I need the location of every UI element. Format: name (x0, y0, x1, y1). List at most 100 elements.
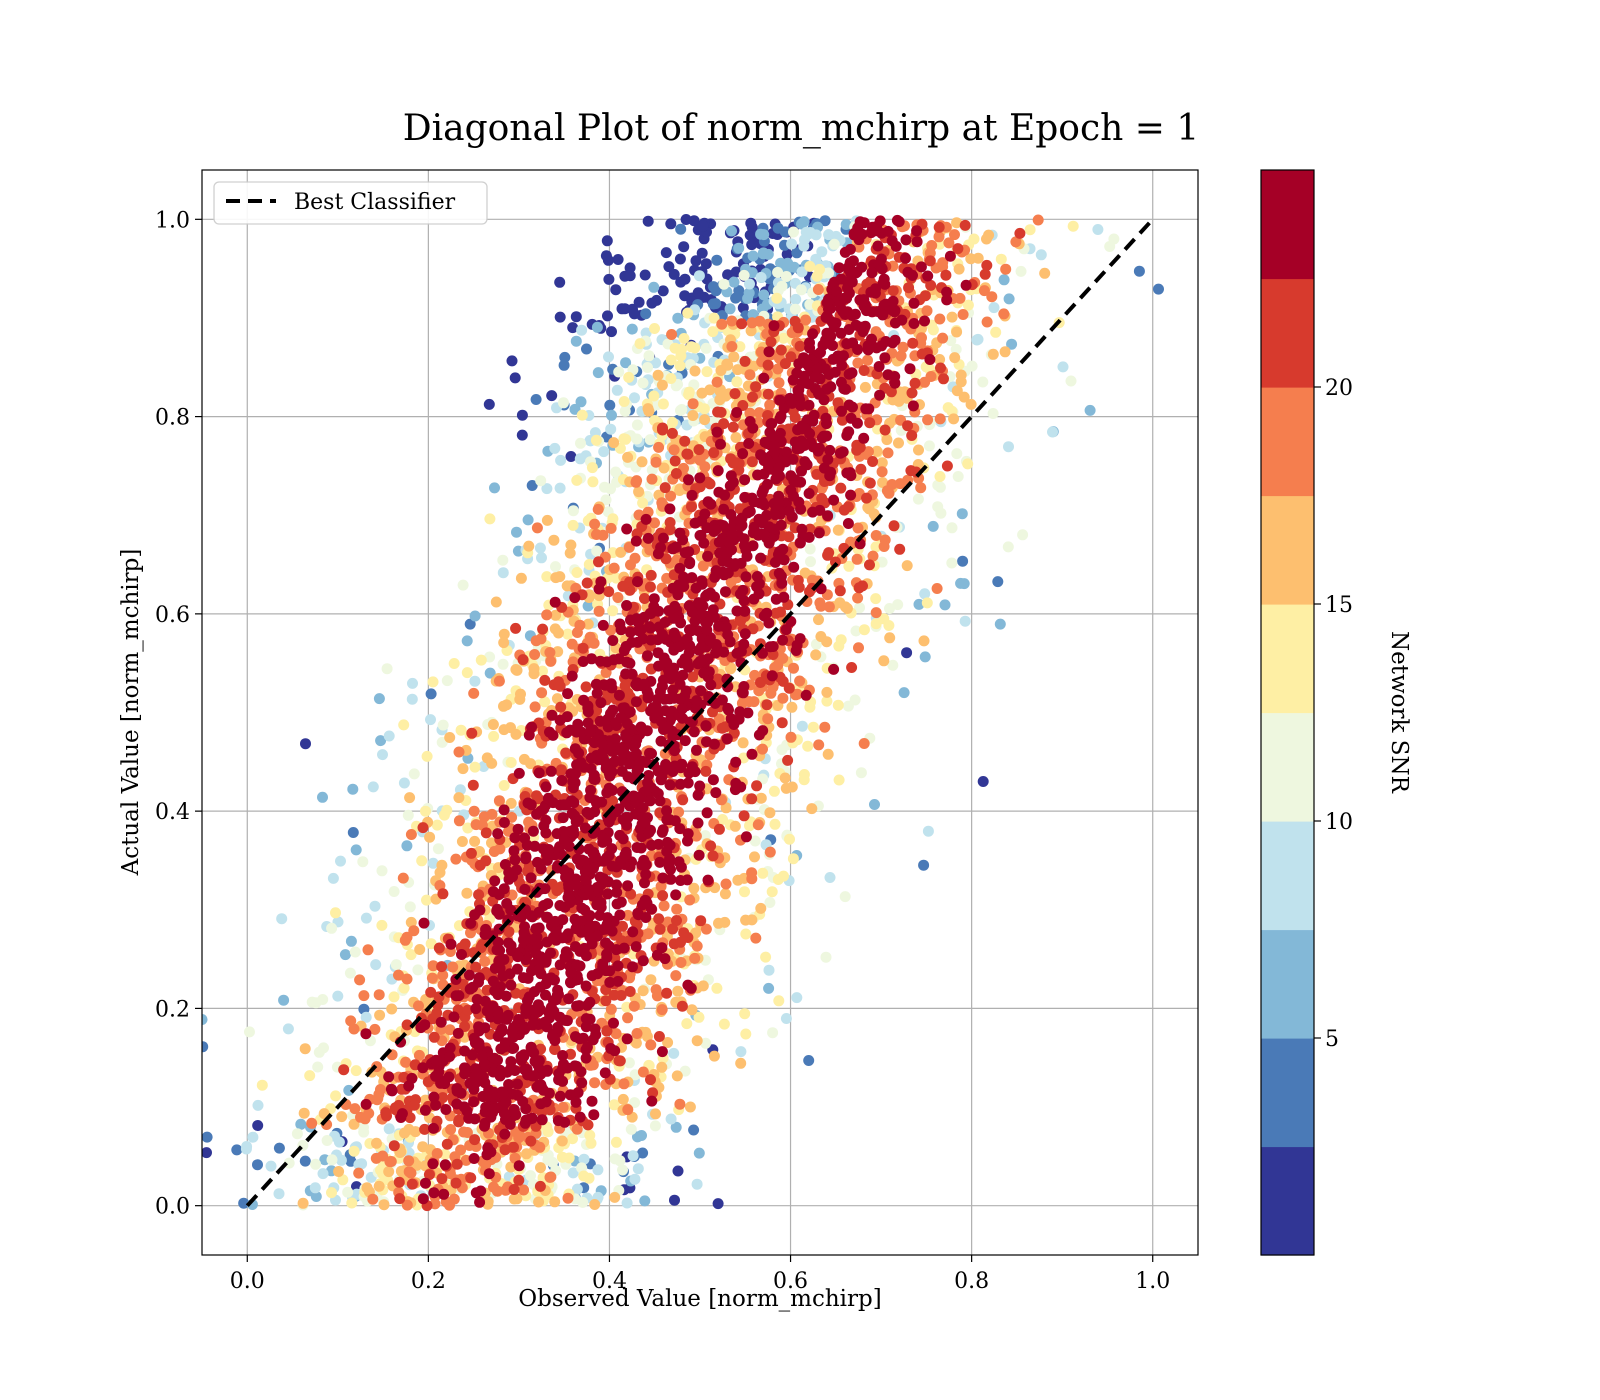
scatter-point (645, 824, 656, 836)
scatter-point (739, 1008, 751, 1020)
scatter-point (757, 867, 769, 879)
scatter-point (576, 324, 588, 336)
scatter-point (727, 457, 739, 469)
scatter-point (554, 311, 566, 323)
scatter-point (398, 982, 410, 994)
scatter-point (431, 1007, 443, 1019)
scatter-point (702, 496, 714, 508)
scatter-point (783, 505, 795, 517)
scatter-point (574, 1111, 586, 1123)
scatter-point (972, 333, 984, 345)
scatter-point (444, 732, 456, 743)
scatter-point (726, 225, 737, 237)
scatter-point (497, 970, 509, 982)
scatter-point (412, 964, 424, 976)
scatter-point (668, 268, 680, 280)
scatter-point (775, 570, 787, 582)
scatter-point (965, 398, 977, 410)
scatter-point (420, 805, 431, 817)
scatter-point (612, 975, 624, 987)
scatter-point (666, 329, 678, 340)
scatter-point (474, 1196, 486, 1208)
scatter-point (587, 476, 599, 488)
scatter-point (369, 900, 381, 912)
scatter-point (690, 255, 702, 267)
scatter-point (942, 402, 954, 414)
scatter-point (667, 416, 678, 428)
scatter-point (423, 1169, 435, 1181)
scatter-point (509, 832, 521, 844)
scatter-point (510, 987, 522, 999)
scatter-point (680, 685, 692, 697)
scatter-point (522, 514, 534, 526)
scatter-point (463, 969, 475, 981)
scatter-point (586, 653, 598, 665)
scatter-point (475, 942, 487, 954)
scatter-point (879, 352, 891, 364)
scatter-point (922, 825, 934, 837)
scatter-point (957, 555, 969, 567)
scatter-point (855, 463, 867, 475)
scatter-point (778, 870, 789, 882)
scatter-point (375, 735, 387, 747)
scatter-point (360, 1028, 372, 1040)
scatter-point (744, 278, 755, 290)
scatter-point (240, 1143, 252, 1155)
scatter-point (508, 1184, 520, 1195)
scatter-point (590, 434, 602, 446)
scatter-point (694, 454, 706, 466)
scatter-point (372, 1093, 384, 1104)
scatter-point (933, 221, 945, 233)
scatter-point (629, 1173, 641, 1185)
scatter-point (665, 490, 677, 502)
scatter-point (543, 844, 555, 855)
scatter-point (746, 239, 758, 251)
scatter-point (842, 501, 854, 513)
scatter-point (622, 687, 634, 699)
scatter-point (772, 222, 784, 234)
scatter-point (493, 795, 505, 807)
scatter-point (608, 989, 620, 1001)
scatter-point (756, 496, 768, 508)
scatter-point (731, 407, 743, 418)
scatter-point (655, 774, 667, 786)
scatter-point (785, 731, 797, 743)
scatter-point (921, 597, 933, 609)
scatter-point (881, 434, 893, 446)
scatter-point (746, 748, 758, 760)
scatter-point (633, 617, 644, 629)
scatter-point (674, 360, 686, 372)
scatter-point (670, 970, 682, 982)
scatter-point (445, 938, 457, 950)
scatter-point (540, 989, 551, 1001)
scatter-point (402, 809, 414, 821)
scatter-point (781, 446, 792, 458)
scatter-point (623, 1057, 635, 1069)
scatter-point (350, 1065, 362, 1077)
scatter-point (764, 897, 776, 908)
scatter-point (657, 422, 668, 434)
scatter-point (646, 1095, 658, 1107)
scatter-point (804, 701, 816, 713)
scatter-point (683, 546, 695, 558)
scatter-point (545, 655, 557, 667)
scatter-point (777, 675, 789, 687)
scatter-point (944, 250, 956, 262)
scatter-point (562, 1062, 574, 1074)
scatter-point (427, 857, 439, 869)
scatter-point (514, 693, 526, 705)
scatter-point (713, 713, 725, 725)
scatter-point (541, 609, 553, 621)
scatter-point (523, 991, 535, 1003)
scatter-point (585, 752, 597, 764)
scatter-point (908, 297, 920, 309)
scatter-point (853, 642, 864, 654)
scatter-point (769, 509, 781, 521)
scatter-point (664, 693, 676, 705)
scatter-point (550, 609, 562, 621)
scatter-point (803, 488, 815, 499)
scatter-point (680, 214, 692, 225)
scatter-point (643, 770, 654, 781)
scatter-point (556, 1135, 568, 1147)
scatter-point (937, 332, 949, 344)
